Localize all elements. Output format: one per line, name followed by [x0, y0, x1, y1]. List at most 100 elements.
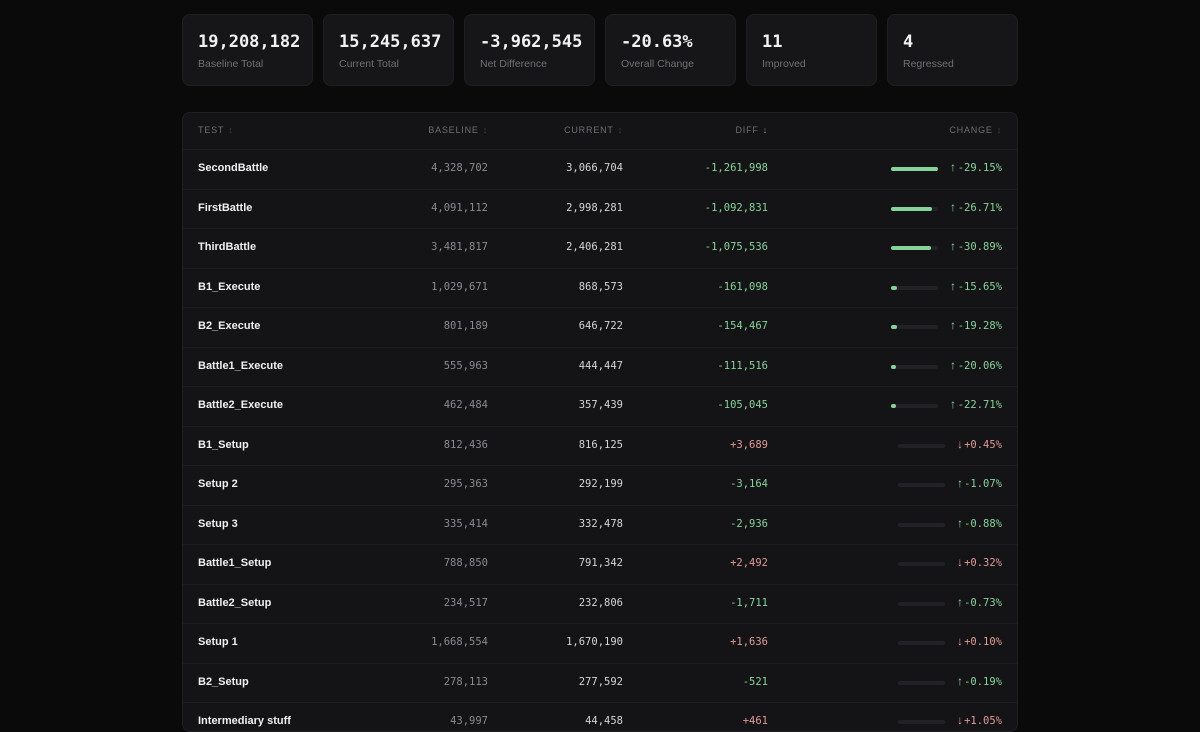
change-bar [891, 285, 938, 290]
sort-icon: ↕ [617, 125, 623, 135]
change-bar [891, 167, 938, 171]
test-name: B1_Setup [198, 438, 249, 451]
table-row[interactable]: Setup 1 1,668,554 1,670,190 +1,636 ↓ +0.10% [183, 624, 1017, 664]
current-value: 646,722 [578, 320, 623, 332]
change-percent: -0.19% [964, 675, 1002, 688]
table-row[interactable]: B2_Execute 801,189 646,722 -154,467 ↑ -19.28% [183, 308, 1017, 348]
summary-label: Current Total [339, 58, 399, 70]
arrow-up-icon: ↑ [950, 160, 956, 174]
summary-label: Net Difference [480, 58, 547, 70]
baseline-value: 801,189 [443, 320, 488, 332]
change-bar-fill [891, 206, 932, 211]
change-bar [898, 720, 945, 724]
change-percent: +1.05% [964, 715, 1002, 727]
results-table: TEST ↕ BASELINE ↕ CURRENT ↕ DIFF ↓ CHANGE ↕ S… [182, 112, 1018, 732]
diff-value: -1,092,831 [704, 201, 768, 214]
test-name: B1_Execute [198, 280, 261, 293]
change-bar [891, 206, 938, 211]
summary-card-current-total: 15,245,637 Current Total [323, 14, 454, 86]
table-row[interactable]: SecondBattle 4,328,702 3,066,704 -1,261,998… [183, 150, 1017, 190]
table-row[interactable]: FirstBattle 4,091,112 2,998,281 -1,092,831 ↑… [183, 190, 1017, 229]
column-header-current[interactable]: CURRENT ↕ [564, 125, 623, 135]
diff-value: -3,164 [730, 478, 768, 490]
current-value: 444,447 [578, 359, 623, 372]
column-header-label: BASELINE [428, 125, 479, 135]
current-value: 332,478 [578, 517, 623, 530]
test-name: Battle2_Setup [198, 596, 272, 609]
test-name: SecondBattle [198, 162, 269, 174]
table-row[interactable]: B1_Execute 1,029,671 868,573 -161,098 ↑ -15.6… [183, 269, 1017, 308]
diff-value: -154,467 [717, 320, 768, 332]
change-bar-fill [891, 167, 938, 171]
baseline-value: 555,963 [443, 359, 488, 372]
column-header-label: DIFF [735, 125, 759, 135]
arrow-up-icon: ↑ [957, 594, 963, 609]
column-header-label: TEST [198, 125, 225, 135]
change-bar [898, 601, 945, 606]
diff-value: -521 [742, 675, 768, 688]
table-row[interactable]: Intermediary stuff 43,997 44,458 +461 ↓ +1.05… [183, 703, 1017, 731]
test-name: Setup 3 [198, 517, 238, 530]
column-header-baseline[interactable]: BASELINE ↕ [428, 125, 488, 135]
arrow-down-icon: ↓ [957, 634, 963, 648]
current-value: 2,998,281 [566, 201, 623, 214]
table-header: TEST ↕ BASELINE ↕ CURRENT ↕ DIFF ↓ CHANGE ↕ [183, 113, 1017, 150]
table-row[interactable]: ThirdBattle 3,481,817 2,406,281 -1,075,536 ↑… [183, 229, 1017, 269]
change-percent: -26.71% [957, 201, 1002, 214]
diff-value: -111,516 [717, 359, 768, 372]
sort-icon: ↕ [228, 125, 234, 135]
change-bar-fill [891, 325, 897, 329]
arrow-up-icon: ↑ [957, 673, 963, 688]
table-row[interactable]: Battle2_Setup 234,517 232,806 -1,711 ↑ -0.73% [183, 585, 1017, 624]
summary-label: Baseline Total [198, 58, 264, 70]
change-bar-fill [891, 285, 897, 290]
change-bar [898, 483, 945, 487]
test-name: Battle1_Setup [198, 557, 272, 569]
current-value: 1,670,190 [566, 636, 623, 648]
change-percent: -30.89% [957, 241, 1002, 253]
current-value: 3,066,704 [566, 162, 623, 174]
summary-card-net-difference: -3,962,545 Net Difference [464, 14, 595, 86]
test-name: FirstBattle [198, 201, 253, 214]
change-percent: -0.88% [964, 517, 1002, 530]
summary-label: Regressed [903, 58, 954, 70]
summary-value: 4 [903, 32, 914, 52]
change-percent: +0.10% [964, 636, 1002, 648]
change-bar [891, 246, 938, 250]
test-name: Setup 2 [198, 478, 238, 490]
summary-label: Improved [762, 58, 806, 70]
change-percent: -22.71% [957, 399, 1002, 411]
table-row[interactable]: Setup 2 295,363 292,199 -3,164 ↑ -1.07% [183, 466, 1017, 506]
change-percent: +0.45% [964, 438, 1002, 451]
column-header-change[interactable]: CHANGE ↕ [949, 125, 1002, 135]
current-value: 816,125 [578, 438, 623, 451]
current-value: 44,458 [585, 715, 623, 727]
table-row[interactable]: Battle1_Execute 555,963 444,447 -111,516 ↑ -2… [183, 348, 1017, 387]
change-bar [898, 443, 945, 448]
test-name: Intermediary stuff [198, 715, 291, 727]
diff-value: +2,492 [730, 557, 768, 569]
summary-label: Overall Change [621, 58, 694, 70]
table-row[interactable]: Battle1_Setup 788,850 791,342 +2,492 ↓ +0.32% [183, 545, 1017, 585]
table-row[interactable]: Battle2_Execute 462,484 357,439 -105,045 ↑ -2… [183, 387, 1017, 427]
change-percent: -0.73% [964, 596, 1002, 609]
change-bar [898, 522, 945, 527]
table-row[interactable]: Setup 3 335,414 332,478 -2,936 ↑ -0.88% [183, 506, 1017, 545]
current-value: 232,806 [578, 596, 623, 609]
arrow-up-icon: ↑ [950, 199, 956, 214]
column-header-diff[interactable]: DIFF ↓ [735, 125, 768, 135]
test-name: Setup 1 [198, 636, 238, 648]
change-bar [891, 364, 938, 369]
test-name: Battle2_Execute [198, 399, 283, 411]
diff-value: +3,689 [730, 438, 768, 451]
diff-value: +461 [742, 715, 768, 727]
change-percent: -15.65% [957, 280, 1002, 293]
table-row[interactable]: B2_Setup 278,113 277,592 -521 ↑ -0.19% [183, 664, 1017, 703]
change-bar [898, 641, 945, 645]
sort-desc-icon: ↓ [762, 125, 768, 135]
diff-value: -161,098 [717, 280, 768, 293]
summary-value: 11 [762, 32, 783, 52]
current-value: 868,573 [578, 280, 623, 293]
table-row[interactable]: B1_Setup 812,436 816,125 +3,689 ↓ +0.45% [183, 427, 1017, 466]
column-header-test[interactable]: TEST ↕ [198, 125, 234, 135]
